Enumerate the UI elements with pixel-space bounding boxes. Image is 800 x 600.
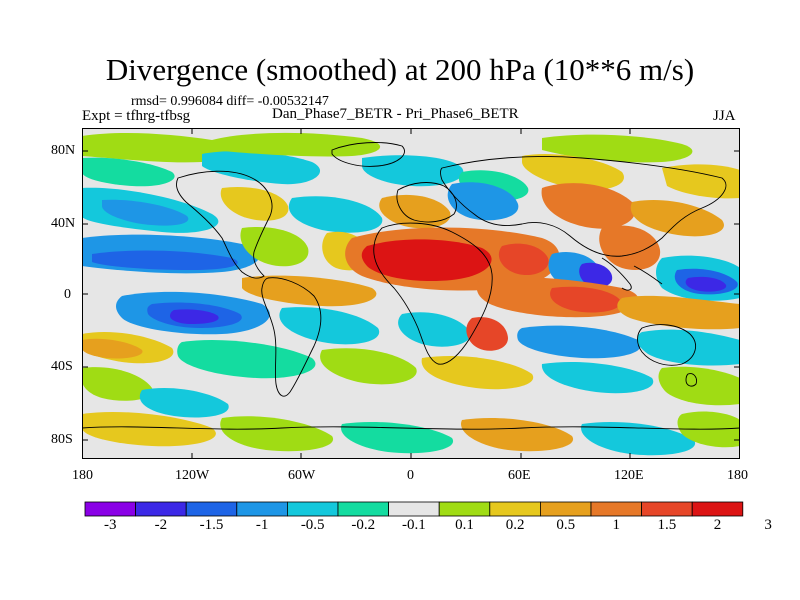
field-patch xyxy=(82,411,216,447)
colorbar-cell xyxy=(135,501,187,517)
colorbar-label: 0.2 xyxy=(505,517,525,533)
colorbar-label: -0.2 xyxy=(351,517,376,533)
field-patch xyxy=(177,339,316,379)
colorbar-cell xyxy=(236,501,288,517)
field-patch xyxy=(220,416,334,452)
lat-tick-label: 0 xyxy=(64,287,71,302)
field-patch xyxy=(541,361,654,394)
lat-tick-label: 40S xyxy=(51,359,73,374)
stats-line: rmsd= 0.996084 diff= -0.00532147 xyxy=(131,94,329,110)
colorbar-label: -3 xyxy=(104,517,117,533)
field-patch xyxy=(541,183,636,229)
coastlines xyxy=(82,142,740,430)
field-patch xyxy=(240,226,309,267)
field-patch xyxy=(579,262,613,288)
field-patch xyxy=(398,312,471,347)
field-patch xyxy=(617,295,740,330)
colorbar-cell xyxy=(489,501,541,517)
colorbar-cell xyxy=(286,501,339,517)
colorbar-label: 3 xyxy=(764,517,772,533)
colorbar-label: 1.5 xyxy=(657,517,677,533)
field-patch xyxy=(550,286,621,313)
field-patch xyxy=(637,329,740,366)
map-ticks xyxy=(82,128,740,459)
field-patch xyxy=(242,275,377,307)
cases-label: Dan_Phase7_BETR - Pri_Phase6_BETR xyxy=(272,106,519,122)
field-patch xyxy=(662,164,740,199)
field-patch xyxy=(102,199,189,226)
lon-tick-label: 120W xyxy=(175,468,210,483)
colorbar-label: -0.5 xyxy=(300,517,325,533)
season-label: JJA xyxy=(713,108,736,124)
lon-tick-label: 60W xyxy=(288,468,316,483)
lon-tick-label: 120E xyxy=(614,468,644,483)
field-patch xyxy=(82,133,231,163)
field-patch xyxy=(599,225,661,270)
field-patch xyxy=(522,153,624,191)
lon-tick-label: 60E xyxy=(508,468,531,483)
field-patch xyxy=(320,348,417,385)
field-patch xyxy=(685,276,727,292)
field-patch xyxy=(139,387,229,418)
colorbar xyxy=(84,501,744,517)
field-patch xyxy=(202,151,321,185)
field-patch xyxy=(82,367,153,401)
diff-value: -0.00532147 xyxy=(257,94,329,109)
field-patch xyxy=(341,421,454,454)
plot-title: Divergence (smoothed) at 200 hPa (10**6 … xyxy=(105,52,695,87)
colorbar-cell xyxy=(539,501,592,517)
field-patch xyxy=(279,307,380,345)
divergence-map xyxy=(82,128,740,459)
colorbar-cell xyxy=(641,501,693,517)
field-patch xyxy=(288,196,383,233)
colorbar-label: -2 xyxy=(154,517,168,533)
field-patch xyxy=(581,421,696,456)
field-patch xyxy=(630,200,724,237)
colorbar-cell xyxy=(388,501,440,517)
field-patch xyxy=(498,243,549,276)
colorbar-label: 0.1 xyxy=(455,517,474,533)
lon-tick-label: 180 xyxy=(727,468,748,483)
lon-tick-label: 0 xyxy=(407,468,414,483)
rmsd-value: 0.996084 xyxy=(170,94,223,109)
field-patch xyxy=(379,194,451,229)
colorbar-cell xyxy=(590,501,642,517)
colorbar-label: 2 xyxy=(713,517,722,533)
colorbar-cell xyxy=(185,501,238,517)
colorbar-label: 1 xyxy=(612,517,621,533)
lat-tick-label: 80N xyxy=(51,143,76,158)
field-patch xyxy=(170,309,219,324)
colorbar-label: 0.5 xyxy=(556,517,576,533)
colorbar-label: -1 xyxy=(255,517,269,533)
field-patch xyxy=(212,132,381,157)
colorbar-cell xyxy=(438,501,491,517)
field-patch xyxy=(658,366,740,406)
colorbar-cell xyxy=(337,501,389,517)
field-patch xyxy=(447,182,519,221)
field-patch xyxy=(362,155,464,187)
field-patch xyxy=(82,157,175,187)
field-patch xyxy=(461,417,574,452)
field-patch xyxy=(92,250,238,270)
field-patch xyxy=(421,355,534,390)
field-patch xyxy=(361,239,492,282)
lon-tick-label: 180 xyxy=(72,468,93,483)
lat-tick-label: 80S xyxy=(51,432,73,447)
field-patch xyxy=(82,338,143,359)
field-patch xyxy=(517,325,641,359)
colorbar-cell xyxy=(691,501,744,517)
rmsd-label: rmsd= xyxy=(131,94,167,109)
diff-label: diff= xyxy=(226,94,255,109)
colorbar-label: -1.5 xyxy=(199,517,224,533)
field-patch xyxy=(542,134,693,163)
expt-label: Expt = tfhrg-tfbsg xyxy=(82,108,191,124)
lat-tick-label: 40N xyxy=(51,216,76,231)
colorbar-cell xyxy=(84,501,136,517)
colorbar-label: -0.1 xyxy=(402,517,426,533)
